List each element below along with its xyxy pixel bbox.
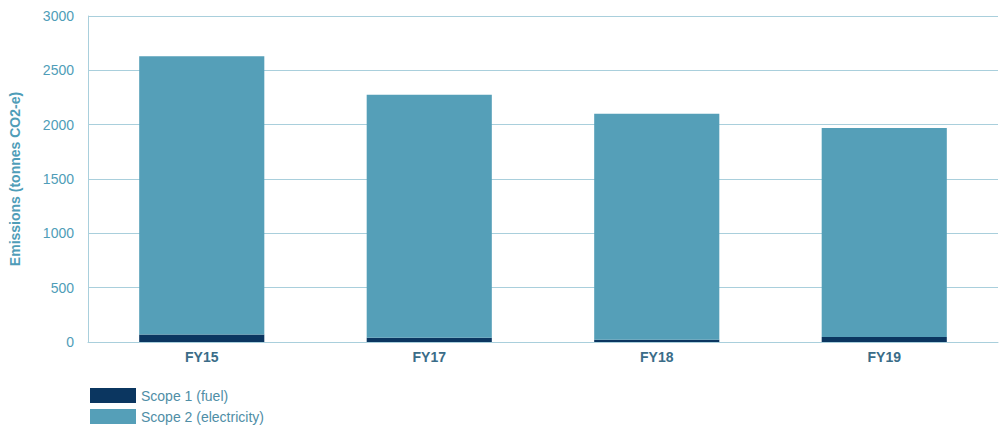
svg-text:2000: 2000: [43, 117, 74, 133]
svg-text:2500: 2500: [43, 62, 74, 78]
svg-text:FY15: FY15: [185, 349, 219, 365]
svg-text:Scope 2 (electricity): Scope 2 (electricity): [141, 409, 264, 425]
svg-text:1000: 1000: [43, 225, 74, 241]
svg-text:Scope 1 (fuel): Scope 1 (fuel): [141, 388, 228, 404]
svg-text:500: 500: [51, 280, 75, 296]
svg-text:3000: 3000: [43, 8, 74, 24]
svg-text:0: 0: [66, 334, 74, 350]
svg-text:Emissions (tonnes CO2-e): Emissions (tonnes CO2-e): [7, 92, 23, 266]
svg-text:FY19: FY19: [868, 349, 902, 365]
svg-text:1500: 1500: [43, 171, 74, 187]
svg-text:FY17: FY17: [413, 349, 447, 365]
svg-text:FY18: FY18: [640, 349, 674, 365]
